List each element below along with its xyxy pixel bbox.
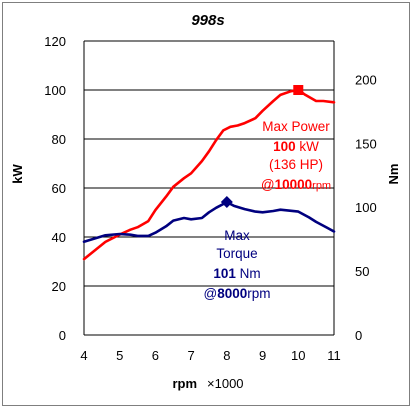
x-axis-title-main: rpm (172, 376, 197, 391)
left-y-tick-label: 60 (52, 181, 66, 196)
max-torque-line2: Torque (216, 246, 257, 261)
x-tick-labels: 4 5 6 7 8 9 10 11 (80, 348, 340, 363)
right-y-tick-label: 0 (355, 328, 362, 343)
max-torque-value: 101 (213, 266, 236, 281)
max-torque-rpm-unit: rpm (247, 286, 270, 301)
left-y-tick-label: 80 (52, 132, 66, 147)
chart-title: 998s (191, 12, 224, 29)
max-torque-line1: Max (224, 228, 250, 243)
max-torque-line3: 101 Nm (213, 266, 260, 281)
x-tick-label: 8 (223, 348, 230, 363)
max-torque-rpm: 8000 (217, 286, 247, 301)
right-y-tick-label: 50 (355, 264, 369, 279)
max-power-value: 100 (273, 139, 296, 154)
max-torque-marker (220, 196, 233, 209)
max-torque-annotation: Max Torque 101 Nm @8000rpm (203, 228, 270, 301)
left-y-tick-labels: 0 20 40 60 80 100 120 (44, 34, 66, 343)
right-y-tick-label: 150 (355, 136, 377, 151)
x-tick-label: 4 (80, 348, 87, 363)
right-axis-title: Nm (386, 164, 401, 185)
x-tick-label: 5 (116, 348, 123, 363)
max-power-marker (293, 85, 304, 95)
max-torque-at: @ (203, 286, 217, 301)
series-lines (82, 88, 336, 261)
max-power-line3: (136 HP) (269, 157, 323, 172)
right-y-tick-labels: 0 50 100 150 200 (355, 72, 377, 343)
max-power-unit: kW (296, 139, 320, 154)
max-torque-line4: @8000rpm (203, 286, 270, 301)
left-axis-title: kW (10, 164, 25, 184)
max-power-line1: Max Power (262, 119, 330, 134)
left-y-tick-label: 20 (52, 279, 66, 294)
max-power-rpm-unit: rpm (312, 180, 331, 192)
max-power-annotation: Max Power 100 kW (136 HP) @10000rpm (261, 119, 331, 192)
x-tick-label: 6 (152, 348, 159, 363)
max-power-line2: 100 kW (273, 139, 319, 154)
torque-series-line (82, 200, 336, 243)
left-y-tick-label: 100 (44, 83, 66, 98)
x-tick-label: 7 (188, 348, 195, 363)
left-y-tick-label: 40 (52, 230, 66, 245)
max-torque-unit: Nm (236, 266, 261, 281)
chart-frame (2, 2, 410, 406)
left-y-tick-label: 120 (44, 34, 66, 49)
x-axis-title-unit: ×1000 (207, 376, 244, 391)
max-markers (220, 85, 304, 209)
x-tick-label: 9 (259, 348, 266, 363)
right-y-tick-label: 100 (355, 200, 377, 215)
x-tick-label: 10 (291, 348, 305, 363)
max-power-rpm: 10000 (275, 177, 313, 192)
x-axis-title: rpm ×1000 (172, 375, 243, 392)
x-tick-label: 11 (327, 348, 341, 363)
max-power-line4: @10000rpm (261, 177, 331, 192)
max-power-at: @ (261, 177, 275, 192)
left-y-tick-label: 0 (59, 328, 66, 343)
right-y-tick-label: 200 (355, 72, 377, 87)
